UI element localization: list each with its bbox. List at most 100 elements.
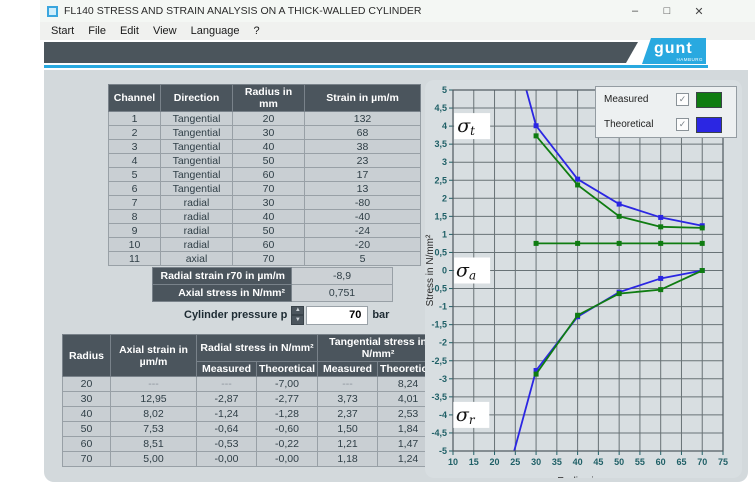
column-header: Measured [317, 361, 379, 377]
header-banner [44, 42, 638, 63]
sigma-r-measured-marker [658, 287, 664, 293]
menu-item-view[interactable]: View [152, 25, 177, 37]
sigma-a-measured-marker [699, 240, 705, 246]
sigma-r-measured-marker [533, 371, 539, 377]
table-row: 50 7,53 -0,64 -0,60 1,50 1,84 [62, 421, 440, 437]
cell: 8,24 [377, 376, 440, 392]
cell: 3,73 [317, 391, 379, 407]
cell: -0,22 [255, 436, 319, 452]
cell: 40 [62, 406, 111, 422]
cell: 40 [232, 209, 305, 224]
cell: 17 [304, 167, 421, 182]
cell: Tangential [160, 139, 233, 154]
pressure-input[interactable] [306, 305, 369, 325]
cell: Tangential [160, 125, 233, 140]
y-tick-label: -1,5 [431, 320, 447, 330]
y-tick-label: 4,5 [434, 103, 447, 113]
checkbox-icon[interactable]: ✓ [676, 93, 689, 106]
cell: -0,60 [255, 421, 319, 437]
cell: -1,24 [196, 406, 257, 422]
annotation-sigma-r: σr [453, 401, 490, 428]
cell: 1,47 [377, 436, 440, 452]
banner-underline [44, 65, 708, 68]
cell: 2,37 [317, 406, 379, 422]
cell: 2 [108, 125, 161, 140]
cell: 5 [304, 251, 421, 266]
spinner-up-icon[interactable]: ▲ [291, 305, 305, 315]
summary-table: Radial strain r70 in µm/m -8,9 Axial stres… [152, 267, 393, 302]
cell: 3 [108, 139, 161, 154]
sigma-r-theoretical-marker [533, 367, 539, 373]
column-header: Theoretical [255, 361, 319, 377]
axis-ticks [449, 89, 724, 455]
sigma-r-measured-marker [616, 291, 622, 297]
x-axis-label: Radius in mm [557, 476, 618, 478]
summary-label: Radial strain r70 in µm/m [152, 267, 292, 285]
table-row: 1 Tangential 20 132 [108, 111, 421, 126]
y-tick-label: 3,5 [434, 139, 447, 149]
maximize-icon[interactable]: □ [663, 5, 671, 17]
sigma-t-theoretical-marker [616, 201, 622, 207]
y-tick-label: 3 [442, 157, 447, 167]
legend-item-measured: Measured ✓ [596, 87, 736, 112]
stress-table-container: Radius Axial strain in µm/m Radial stress … [62, 334, 440, 467]
x-tick-label: 30 [531, 457, 541, 467]
minimize-icon[interactable]: – [631, 5, 639, 17]
summary-value: 0,751 [291, 284, 393, 302]
strain-table-container: Channel Direction Radius in mm Strain in µm… [108, 84, 421, 266]
x-tick-label: 35 [552, 457, 562, 467]
sigma-t-measured-marker [533, 133, 539, 139]
cell: 5,00 [110, 451, 197, 467]
menu-item-?[interactable]: ? [253, 25, 260, 37]
cell: --- [317, 376, 379, 392]
y-tick-label: -3,5 [431, 392, 447, 402]
summary-row: Radial strain r70 in µm/m -8,9 [152, 267, 393, 285]
table-row: 5 Tangential 60 17 [108, 167, 421, 182]
cell: 7,53 [110, 421, 197, 437]
cell: Tangential [160, 181, 233, 196]
cell: Tangential [160, 167, 233, 182]
sigma-t-measured-marker [575, 182, 581, 188]
annotation-sigma-t: σt [454, 113, 491, 140]
cell: 30 [232, 125, 305, 140]
sigma-r-measured [533, 268, 705, 377]
x-tick-label: 65 [676, 457, 686, 467]
cell: 13 [304, 181, 421, 196]
menu-item-start[interactable]: Start [51, 25, 75, 37]
column-header: Strain in µm/m [304, 84, 421, 112]
spinner-down-icon[interactable]: ▼ [291, 315, 305, 325]
x-tick-label: 20 [490, 457, 500, 467]
content-panel: Channel Direction Radius in mm Strain in µm… [44, 70, 748, 482]
annotation-sigma-a: σa [454, 257, 491, 284]
y-tick-label: 2,5 [434, 175, 447, 185]
app-icon [47, 5, 58, 17]
sigma-a-measured [533, 240, 705, 246]
cell: Tangential [160, 111, 233, 126]
pressure-label: Cylinder pressure p [184, 309, 288, 321]
cell: 5 [108, 167, 161, 182]
y-tick-label: 1 [442, 229, 447, 239]
cell: 8 [108, 209, 161, 224]
brand-city: HAMBURG [676, 57, 703, 62]
x-tick-label: 60 [656, 457, 666, 467]
table-row: 8 radial 40 -40 [108, 209, 421, 224]
checkbox-icon[interactable]: ✓ [676, 118, 689, 131]
cell: 12,95 [110, 391, 197, 407]
close-icon[interactable]: ✕ [694, 5, 704, 18]
cell: 23 [304, 153, 421, 168]
pressure-unit: bar [372, 309, 390, 321]
cell: radial [160, 195, 233, 210]
menu-item-language[interactable]: Language [190, 25, 240, 37]
sigma-t-measured-marker [699, 225, 705, 231]
cell: 30 [62, 391, 111, 407]
cell: 8,02 [110, 406, 197, 422]
column-header: Radius [62, 334, 111, 377]
menu-item-edit[interactable]: Edit [119, 25, 139, 37]
pressure-spinner: ▲ ▼ [291, 305, 305, 325]
cell: 1,21 [317, 436, 379, 452]
cell: radial [160, 237, 233, 252]
menu-item-file[interactable]: File [88, 25, 106, 37]
chart-legend: Measured ✓ Theoretical ✓ [595, 86, 737, 138]
y-tick-label: -5 [439, 446, 447, 456]
cell: 70 [232, 251, 305, 266]
